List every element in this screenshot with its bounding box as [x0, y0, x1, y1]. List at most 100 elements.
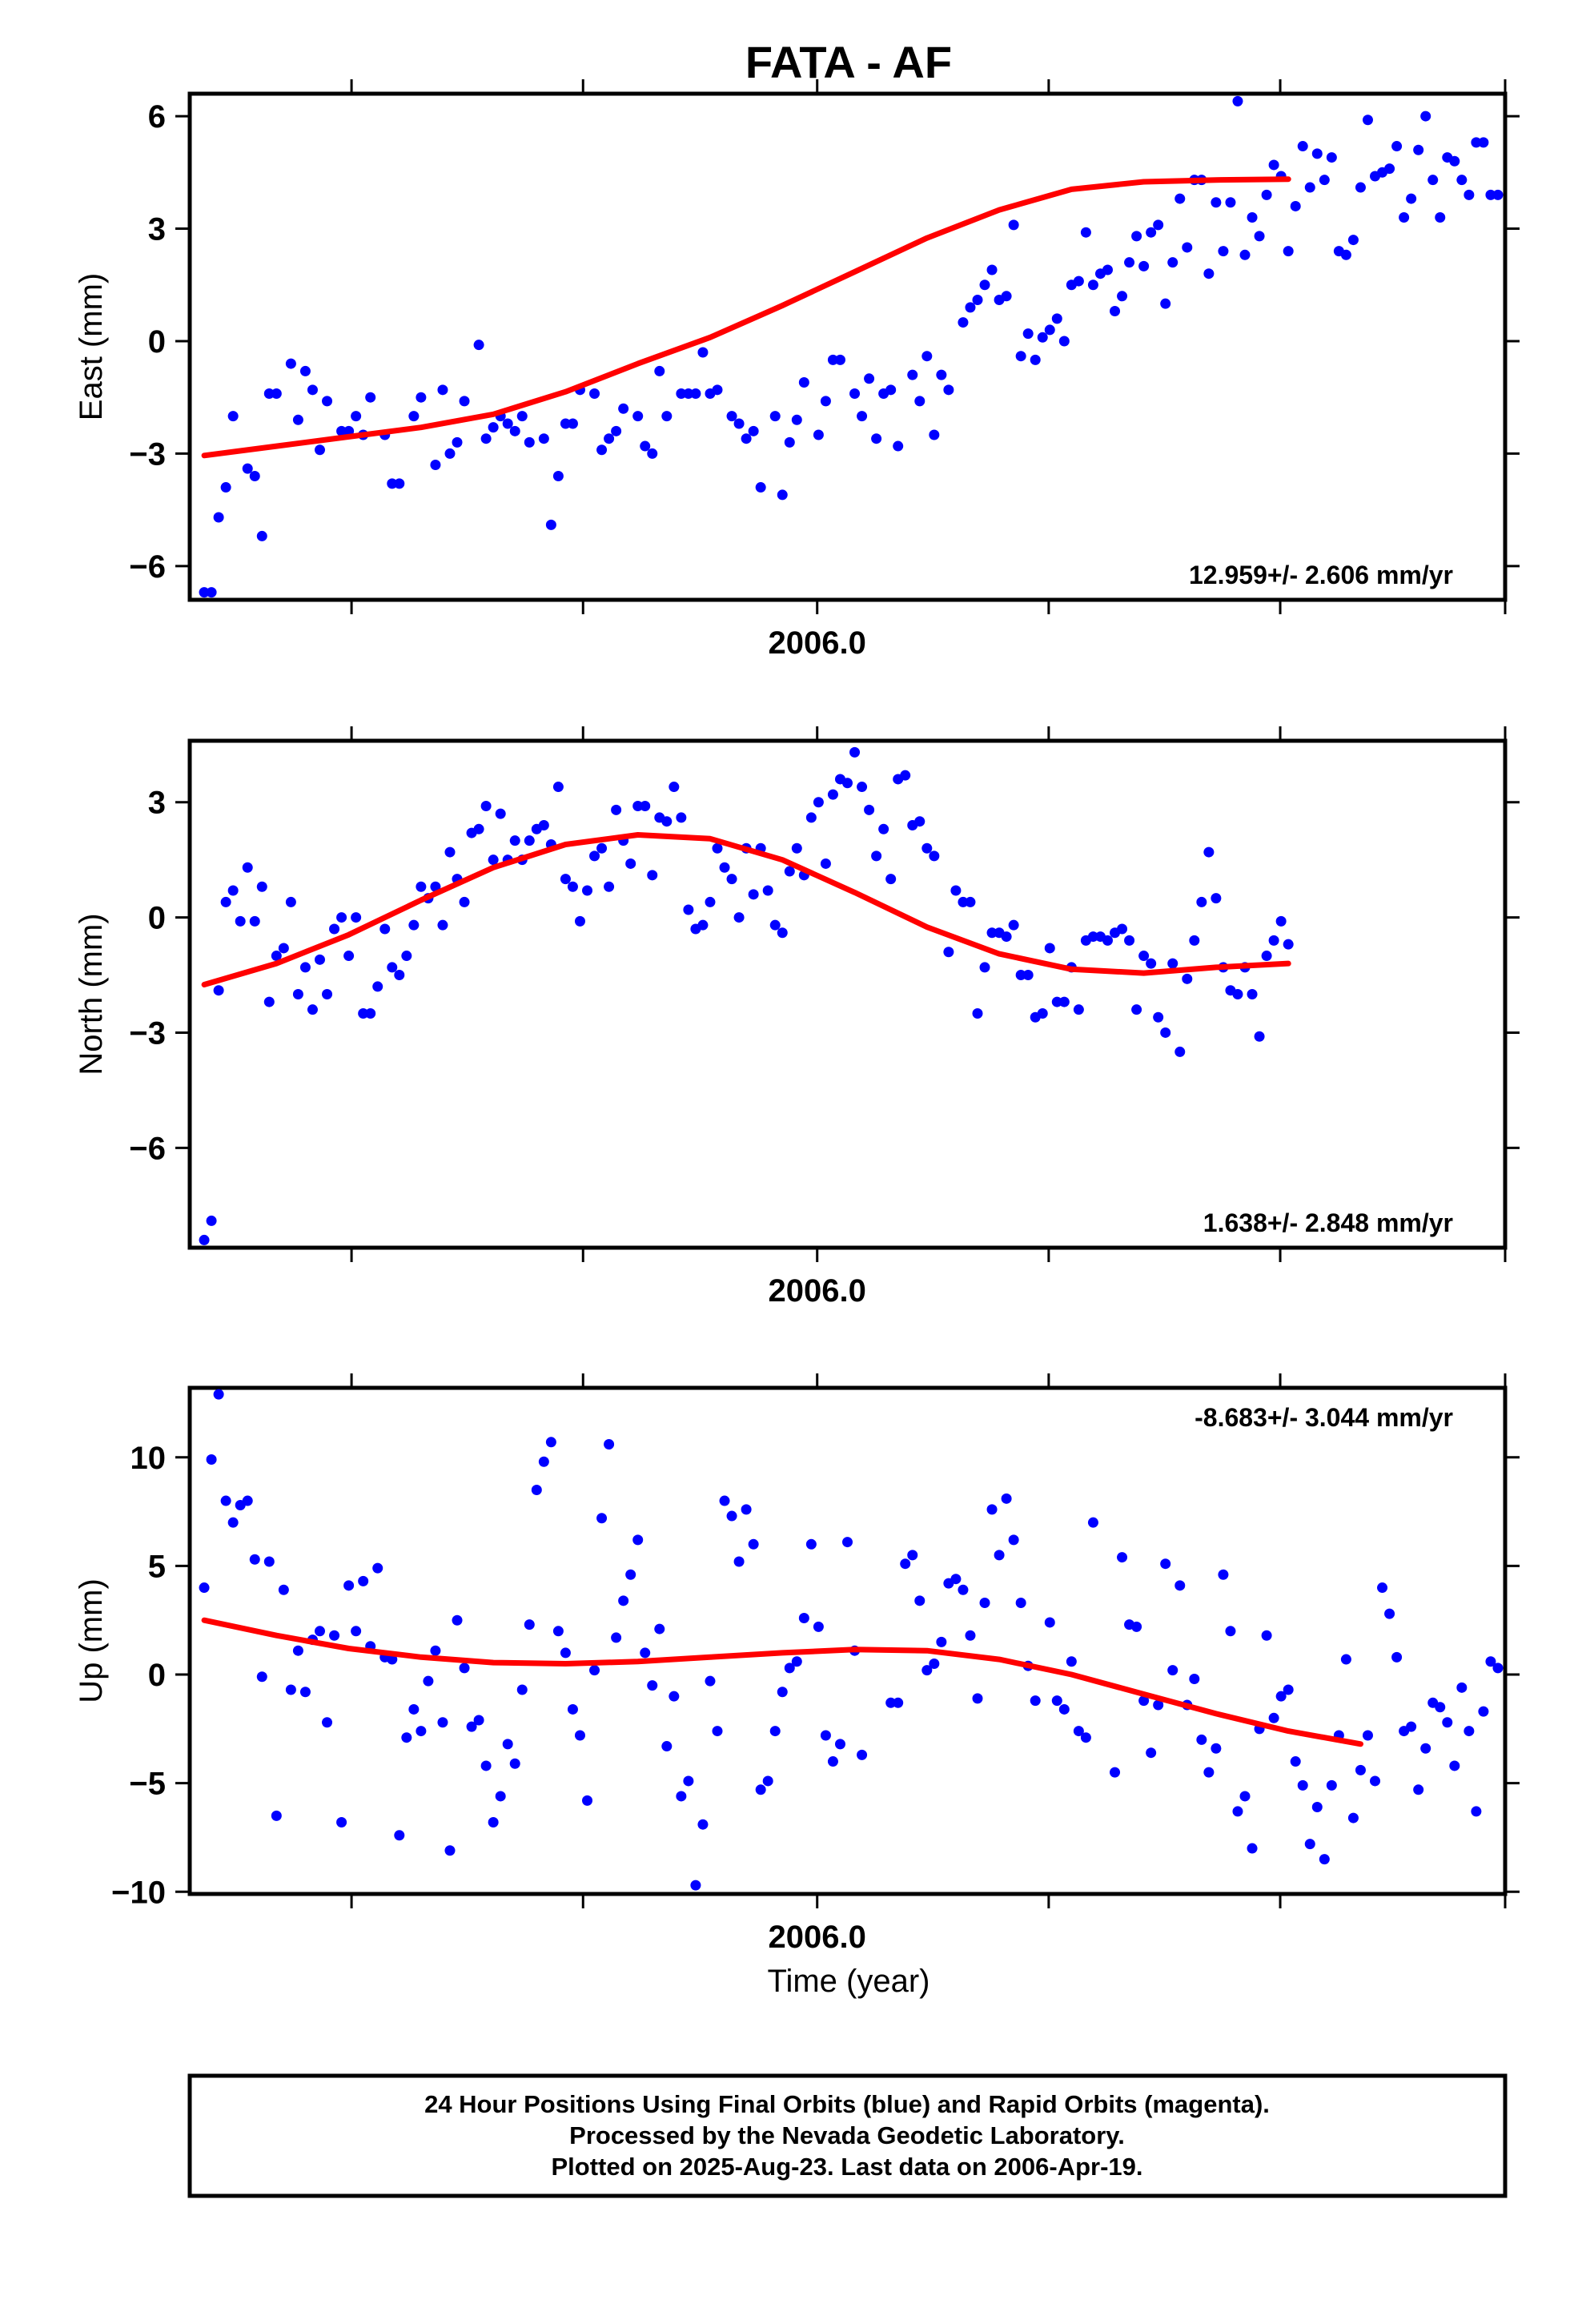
data-point — [1268, 1712, 1279, 1723]
data-point — [227, 1517, 239, 1528]
data-point — [408, 1703, 420, 1715]
data-point — [459, 1663, 470, 1674]
data-point — [769, 1726, 781, 1737]
data-point — [820, 858, 831, 869]
data-point — [1203, 846, 1215, 858]
data-point — [640, 1647, 651, 1659]
data-point — [199, 587, 210, 598]
data-point — [1399, 211, 1410, 223]
data-point — [437, 1717, 448, 1728]
data-point — [705, 1675, 716, 1687]
data-point — [1131, 1621, 1142, 1632]
data-point — [1319, 175, 1330, 186]
data-point — [1066, 1656, 1077, 1667]
data-point — [834, 1739, 845, 1750]
data-point — [1232, 95, 1243, 107]
data-point — [827, 1756, 838, 1767]
data-point — [299, 365, 311, 376]
data-point — [965, 896, 976, 907]
data-point — [1247, 1843, 1258, 1854]
data-point — [813, 1621, 824, 1632]
data-point — [950, 885, 962, 896]
data-point — [423, 1675, 434, 1687]
y-tick-label: 0 — [148, 324, 166, 360]
data-point — [943, 947, 954, 958]
data-point — [878, 823, 889, 834]
data-point — [972, 294, 983, 305]
data-point — [683, 1775, 694, 1787]
data-point — [1311, 148, 1323, 159]
data-point — [227, 885, 239, 896]
data-point — [842, 778, 853, 789]
data-point — [1275, 915, 1287, 927]
data-point — [567, 881, 578, 892]
data-point — [495, 808, 506, 819]
data-point — [401, 1732, 412, 1743]
data-point — [820, 396, 831, 407]
plot-frame — [187, 91, 1508, 602]
data-point — [1110, 306, 1121, 317]
y-tick-label: 5 — [148, 1549, 166, 1584]
data-point — [1239, 1791, 1251, 1802]
data-point — [1492, 189, 1504, 200]
data-point — [430, 1645, 441, 1656]
data-point — [1478, 137, 1489, 148]
data-point — [292, 989, 303, 999]
data-point — [1160, 1027, 1171, 1038]
data-point — [394, 970, 405, 981]
data-point — [1058, 1703, 1070, 1715]
data-point — [784, 436, 795, 448]
data-point — [632, 1534, 644, 1546]
data-point — [1427, 175, 1439, 186]
data-point — [1051, 313, 1062, 324]
data-point — [1239, 249, 1251, 260]
data-point — [748, 1538, 759, 1550]
data-point — [1406, 193, 1417, 204]
data-point — [741, 433, 752, 444]
data-point — [1160, 1558, 1171, 1570]
data-point — [509, 425, 520, 436]
data-point — [444, 1845, 456, 1856]
data-point — [1435, 1702, 1446, 1713]
data-point — [986, 927, 998, 939]
data-point — [640, 440, 651, 452]
data-point — [885, 1697, 897, 1708]
data-point — [552, 471, 564, 482]
data-point — [567, 418, 578, 429]
data-point — [1001, 1493, 1012, 1504]
data-point — [263, 388, 275, 400]
data-point — [1174, 1580, 1186, 1591]
data-point — [1449, 155, 1460, 167]
data-point — [640, 801, 651, 812]
data-point — [1174, 193, 1186, 204]
y-tick-label: −6 — [129, 1131, 166, 1166]
data-point — [604, 1439, 615, 1450]
data-point — [1087, 279, 1098, 291]
data-point — [329, 1630, 340, 1641]
data-point — [307, 1004, 318, 1015]
data-point — [1138, 951, 1150, 962]
data-point — [986, 264, 998, 275]
y-tick-label: −10 — [111, 1875, 166, 1910]
data-point — [864, 804, 875, 815]
data-point — [299, 1687, 311, 1698]
data-point — [1080, 1732, 1091, 1743]
velocity-label: 1.638+/- 2.848 mm/yr — [1203, 1208, 1453, 1237]
data-point — [1275, 1691, 1287, 1702]
data-point — [965, 1630, 976, 1641]
data-point — [1044, 1617, 1055, 1628]
data-point — [1080, 227, 1091, 238]
data-point — [784, 1663, 795, 1674]
data-point — [813, 797, 824, 808]
data-point — [842, 1537, 853, 1548]
data-point — [1124, 935, 1135, 946]
data-point — [372, 1562, 383, 1574]
data-point — [1261, 951, 1272, 962]
data-point — [560, 874, 571, 885]
data-point — [1464, 1726, 1475, 1737]
data-point — [1051, 996, 1062, 1007]
data-point — [712, 1726, 723, 1737]
data-point — [416, 1726, 427, 1737]
data-point — [741, 1504, 752, 1515]
y-tick-label: 0 — [148, 901, 166, 936]
